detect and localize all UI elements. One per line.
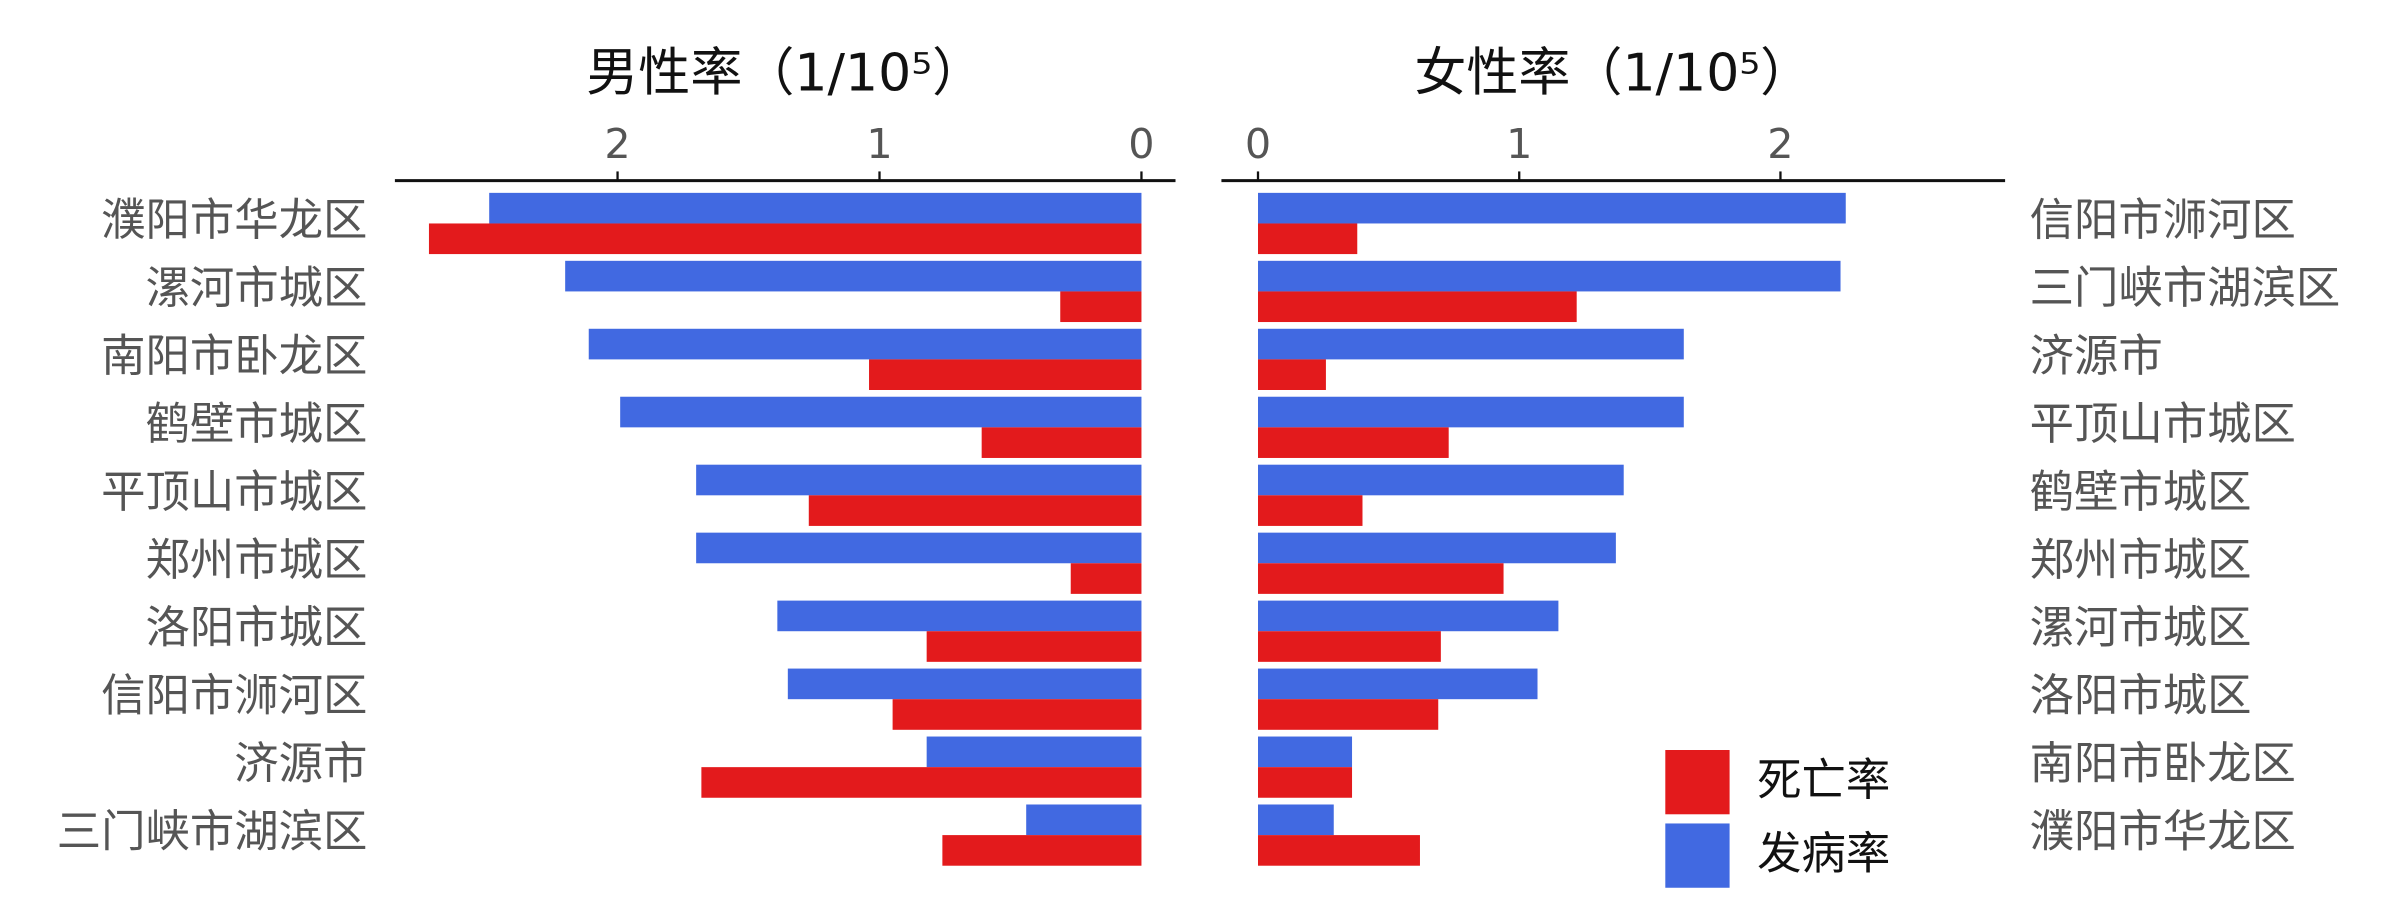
bar — [787, 668, 1142, 700]
bar — [926, 631, 1142, 662]
bar — [620, 396, 1142, 428]
bar — [1258, 835, 1420, 866]
bar — [701, 767, 1142, 798]
x-tick-label: 1 — [1506, 120, 1532, 168]
bar — [1258, 563, 1504, 594]
legend-swatch — [1665, 750, 1730, 815]
bar — [869, 359, 1142, 390]
category-label: 漯河市城区 — [2030, 603, 2252, 654]
category-label: 郑州市城区 — [2030, 535, 2252, 586]
bar — [1258, 804, 1334, 836]
bar — [1258, 427, 1449, 458]
bar — [696, 464, 1142, 496]
legend-label: 死亡率 — [1757, 755, 1890, 806]
category-label: 洛阳市城区 — [2030, 671, 2252, 722]
bar — [428, 223, 1142, 255]
category-label: 濮阳市华龙区 — [2030, 807, 2296, 858]
bar — [588, 328, 1142, 360]
bar — [1258, 359, 1326, 390]
bar — [1060, 291, 1142, 323]
category-label: 平顶山市城区 — [101, 467, 367, 518]
bar — [1258, 260, 1841, 292]
bar — [981, 427, 1142, 458]
bar — [1258, 668, 1538, 700]
category-label: 南阳市卧龙区 — [101, 331, 367, 382]
bar — [565, 260, 1142, 292]
category-label: 平顶山市城区 — [2030, 399, 2296, 450]
category-label: 三门峡市湖滨区 — [57, 807, 368, 858]
x-tick-label: 0 — [1128, 120, 1154, 168]
bar — [1258, 699, 1439, 730]
category-label: 濮阳市华龙区 — [101, 195, 367, 246]
category-label: 鹤壁市城区 — [2030, 467, 2252, 518]
category-label: 鹤壁市城区 — [145, 399, 367, 450]
bar — [696, 532, 1142, 564]
category-label: 南阳市卧龙区 — [2030, 739, 2296, 790]
x-tick-label: 2 — [1767, 120, 1793, 168]
bar — [1258, 600, 1559, 632]
category-label: 济源市 — [234, 739, 367, 790]
bar — [1258, 464, 1624, 496]
bar — [1258, 291, 1577, 323]
bar — [926, 736, 1142, 768]
bar — [1258, 767, 1353, 798]
category-label: 郑州市城区 — [145, 535, 367, 586]
bar — [892, 699, 1142, 730]
bar — [1258, 328, 1684, 360]
bar — [1070, 563, 1142, 594]
bar — [489, 192, 1142, 224]
chart-title: 女性率（1/10⁵） — [1414, 44, 1812, 104]
x-tick-label: 1 — [866, 120, 892, 168]
category-label: 三门峡市湖滨区 — [2030, 263, 2341, 314]
category-label: 信阳市浉河区 — [2030, 195, 2296, 246]
bar — [1258, 736, 1353, 768]
bar — [1258, 495, 1363, 526]
bar — [1026, 804, 1142, 836]
bar — [1258, 223, 1358, 255]
chart-title: 男性率（1/10⁵） — [586, 44, 984, 104]
bar — [1258, 192, 1846, 224]
bar — [942, 835, 1142, 866]
bar — [1258, 631, 1441, 662]
x-tick-label: 0 — [1245, 120, 1271, 168]
bar — [1258, 532, 1616, 564]
legend-label: 发病率 — [1757, 829, 1890, 880]
category-label: 洛阳市城区 — [145, 603, 367, 654]
category-label: 漯河市城区 — [145, 263, 367, 314]
bar — [1258, 396, 1684, 428]
category-label: 济源市 — [2030, 331, 2163, 382]
legend-swatch — [1665, 823, 1730, 888]
bar — [808, 495, 1142, 526]
category-label: 信阳市浉河区 — [101, 671, 367, 722]
x-tick-label: 2 — [604, 120, 630, 168]
bar — [777, 600, 1142, 632]
